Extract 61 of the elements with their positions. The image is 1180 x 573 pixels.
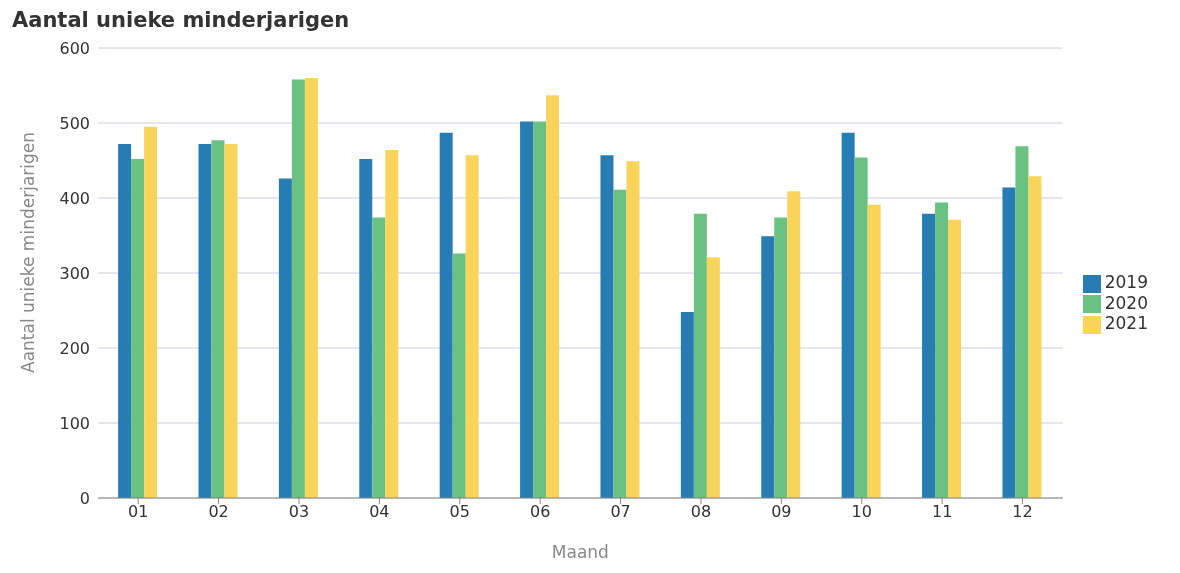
bar	[706, 257, 720, 498]
legend-label: 2021	[1104, 313, 1148, 334]
bar	[693, 213, 707, 498]
bar	[546, 95, 560, 498]
bar	[278, 178, 292, 498]
x-tick-label: 12	[1012, 502, 1033, 522]
bar	[948, 219, 962, 498]
bar	[761, 236, 775, 498]
bar	[291, 79, 305, 498]
legend-label: 2020	[1104, 292, 1148, 313]
x-tick-label: 06	[529, 502, 551, 522]
bar	[680, 312, 694, 498]
x-tick-label: 04	[369, 502, 390, 522]
bar	[520, 121, 534, 498]
bar	[144, 126, 158, 498]
x-axis-title: Maand	[551, 542, 609, 562]
bar	[867, 204, 881, 498]
y-tick-label: 0	[79, 488, 90, 508]
x-tick-label: 02	[208, 502, 229, 522]
y-tick-label: 600	[59, 38, 90, 58]
bar	[600, 155, 614, 498]
bar	[935, 202, 949, 498]
x-tick-label: 01	[128, 502, 149, 522]
y-axis-title: Aantal unieke minderjarigen	[18, 131, 39, 373]
bar	[385, 150, 399, 498]
y-tick-label: 400	[59, 188, 90, 208]
bar	[131, 159, 145, 498]
y-tick-label: 100	[59, 413, 90, 433]
bar	[118, 144, 132, 498]
x-tick-label: 05	[449, 502, 470, 522]
bar	[304, 78, 318, 498]
x-tick-label: 08	[690, 502, 712, 522]
bar	[787, 191, 801, 498]
bar	[1028, 176, 1042, 498]
bar	[841, 132, 855, 498]
bar	[224, 144, 238, 498]
x-tick-label: 03	[288, 502, 310, 522]
x-tick-label: 07	[610, 502, 631, 522]
x-tick-label: 11	[931, 502, 953, 522]
bar	[854, 157, 868, 498]
bar	[1015, 146, 1029, 498]
bar	[922, 213, 936, 498]
bar	[198, 144, 212, 498]
bar	[439, 132, 453, 498]
y-tick-label: 500	[59, 113, 90, 133]
bar	[211, 140, 225, 498]
legend-label: 2019	[1104, 272, 1148, 293]
bar	[465, 155, 479, 498]
bar	[359, 159, 373, 498]
chart-title: Aantal unieke minderjarigen	[12, 8, 351, 34]
bar	[372, 217, 386, 498]
bar	[626, 161, 640, 498]
y-tick-label: 300	[59, 263, 90, 283]
bar	[452, 253, 466, 498]
y-tick-label: 200	[59, 338, 90, 358]
bar	[533, 121, 547, 498]
x-tick-label: 09	[771, 502, 792, 522]
bar	[613, 189, 627, 498]
x-tick-label: 10	[851, 502, 872, 522]
bar	[1002, 187, 1016, 498]
bar	[774, 217, 788, 498]
